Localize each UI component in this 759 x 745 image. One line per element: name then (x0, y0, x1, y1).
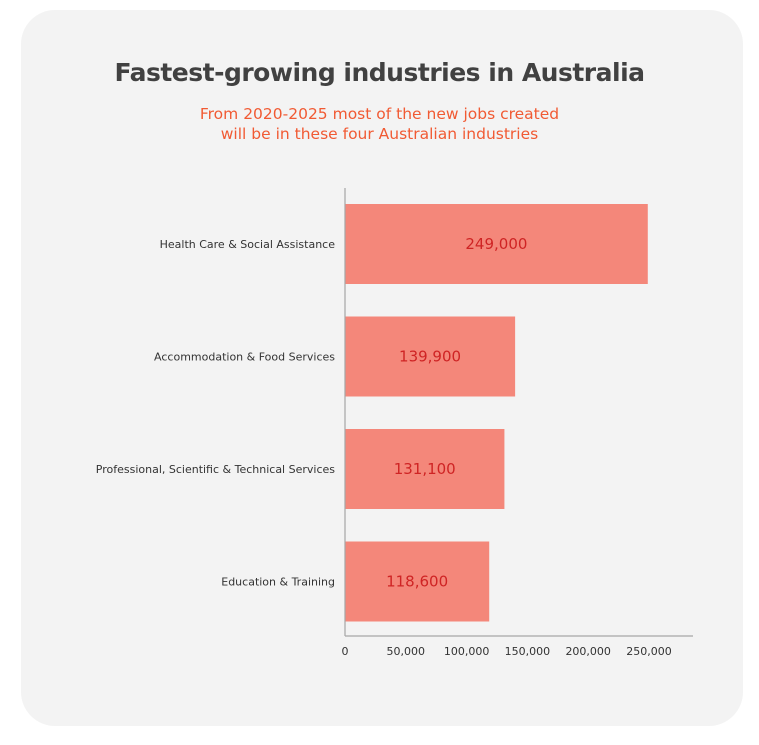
x-tick-label: 200,000 (565, 645, 611, 658)
category-label: Education & Training (221, 576, 335, 589)
bar-value-label: 249,000 (465, 235, 527, 253)
bar-value-label: 118,600 (386, 573, 448, 591)
x-tick-label: 0 (342, 645, 349, 658)
bar (345, 429, 505, 509)
subtitle-line-1: From 2020-2025 most of the new jobs crea… (199, 105, 560, 123)
bar (345, 541, 490, 622)
category-label: Accommodation & Food Services (154, 351, 335, 364)
bar (345, 204, 648, 284)
category-label: Professional, Scientific & Technical Ser… (96, 463, 336, 476)
x-tick-label: 150,000 (505, 645, 551, 658)
chart-title: Fastest-growing industries in Australia (114, 58, 645, 87)
bar-value-label: 139,900 (399, 348, 461, 366)
x-tick-label: 50,000 (387, 645, 426, 658)
chart-subtitle: From 2020-2025 most of the new jobs crea… (0, 104, 759, 144)
category-label: Health Care & Social Assistance (160, 238, 336, 251)
bar-value-label: 131,100 (394, 460, 456, 478)
x-tick-label: 100,000 (444, 645, 490, 658)
subtitle-line-2: will be in these four Australian industr… (220, 125, 539, 143)
bar (345, 316, 516, 397)
x-tick-label: 250,000 (626, 645, 672, 658)
